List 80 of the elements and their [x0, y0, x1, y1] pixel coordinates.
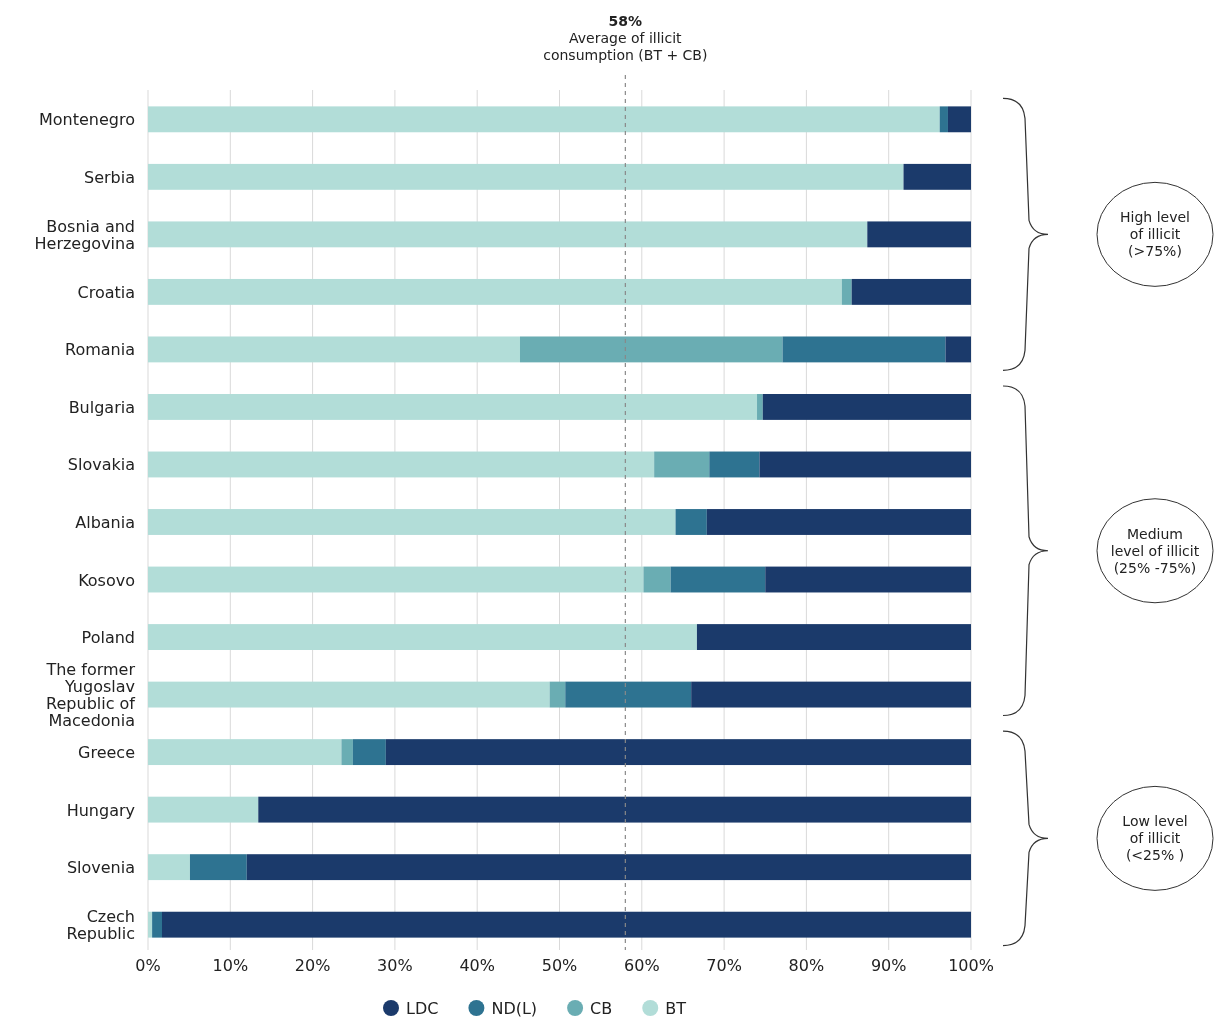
- bar: [759, 451, 971, 478]
- y-tick-label: Kosovo: [78, 570, 135, 590]
- legend-label: CB: [590, 999, 613, 1018]
- bar: [782, 336, 946, 363]
- y-tick-label: Albania: [75, 513, 135, 532]
- y-tick-label: Slovenia: [66, 858, 135, 878]
- ref-line-label: 58% Average of illicit consumption (BT + CB): [543, 13, 708, 63]
- bar: [765, 566, 971, 593]
- bar: [148, 336, 520, 363]
- bar: [148, 681, 550, 708]
- bar: [148, 566, 644, 593]
- y-tick-label: The former Yugoslav Republic of Macedonia: [45, 660, 136, 731]
- bar: [939, 106, 948, 133]
- bar: [709, 451, 760, 478]
- bar: [691, 681, 971, 708]
- bar: [945, 336, 971, 363]
- bar: [757, 394, 763, 420]
- bar: [520, 336, 783, 363]
- bar: [189, 854, 247, 881]
- x-tick-label: 80%: [788, 956, 825, 975]
- bar: [643, 566, 671, 593]
- bar: [903, 163, 971, 190]
- x-tick-label: 30%: [377, 956, 413, 975]
- bar: [867, 221, 971, 248]
- bar: [246, 854, 971, 881]
- legend-label: LDC: [406, 999, 439, 1018]
- legend-label: BT: [665, 999, 687, 1018]
- bar: [148, 624, 697, 650]
- x-tick-label: 50%: [541, 956, 578, 975]
- bar: [161, 911, 971, 938]
- x-tick-label: 10%: [212, 956, 249, 975]
- bar: [258, 796, 971, 823]
- y-tick-label: Czech Republic: [66, 907, 135, 944]
- bar: [148, 278, 842, 305]
- y-tick-label: Bosnia and Herzegovina: [34, 216, 135, 253]
- bar: [670, 566, 766, 593]
- y-tick-label: Greece: [78, 743, 135, 763]
- y-tick-label: Romania: [65, 340, 135, 360]
- bar: [148, 854, 190, 881]
- legend-label: ND(L): [491, 999, 538, 1018]
- bar: [148, 796, 259, 823]
- y-tick-label: Slovakia: [67, 455, 135, 475]
- x-tick-label: 100%: [948, 956, 994, 975]
- x-tick-label: 90%: [870, 956, 907, 975]
- bar: [341, 739, 353, 766]
- bar: [851, 278, 971, 305]
- bar: [148, 509, 676, 535]
- y-tick-label: Croatia: [77, 282, 135, 302]
- bar: [148, 451, 655, 478]
- bar: [675, 509, 707, 535]
- bar: [565, 681, 692, 708]
- y-tick-label: Poland: [81, 628, 135, 648]
- bar: [148, 163, 904, 190]
- y-tick-label: Serbia: [84, 167, 135, 187]
- bar: [762, 394, 971, 420]
- x-tick-label: 20%: [294, 956, 331, 975]
- bar: [549, 681, 566, 708]
- bar: [947, 106, 971, 133]
- bar: [148, 739, 342, 766]
- bar: [706, 509, 971, 535]
- bar: [148, 106, 940, 133]
- y-tick-label: Hungary: [66, 800, 135, 820]
- text: Low level of illicit (<25% ): [1122, 813, 1188, 864]
- text: High level of illicit (>75%): [1120, 209, 1190, 260]
- bar: [152, 911, 162, 938]
- y-tick-label: Montenegro: [38, 110, 135, 130]
- x-tick-label: 70%: [706, 956, 742, 975]
- bar: [352, 739, 386, 766]
- bar: [841, 278, 852, 305]
- bar: [148, 221, 868, 248]
- bar: [148, 394, 758, 420]
- y-tick-label: Bulgaria: [68, 397, 135, 417]
- bar: [696, 624, 971, 650]
- bar: [654, 451, 710, 478]
- bar: [148, 911, 153, 938]
- text: Medium level of illicit (25% -75%): [1110, 525, 1200, 576]
- x-tick-label: 0%: [135, 956, 161, 975]
- x-tick-label: 40%: [459, 956, 495, 975]
- bar: [385, 739, 971, 766]
- x-tick-label: 60%: [624, 956, 660, 975]
